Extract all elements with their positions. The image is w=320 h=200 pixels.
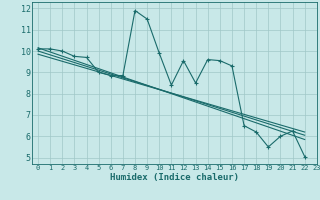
X-axis label: Humidex (Indice chaleur): Humidex (Indice chaleur) <box>110 173 239 182</box>
